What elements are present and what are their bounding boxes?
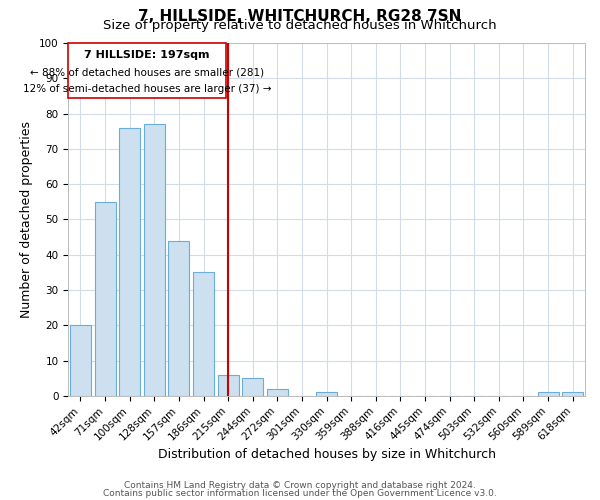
Bar — [538, 392, 559, 396]
FancyBboxPatch shape — [68, 43, 226, 98]
Bar — [119, 128, 140, 396]
Bar — [144, 124, 165, 396]
X-axis label: Distribution of detached houses by size in Whitchurch: Distribution of detached houses by size … — [158, 448, 496, 461]
Text: 12% of semi-detached houses are larger (37) →: 12% of semi-detached houses are larger (… — [23, 84, 271, 94]
Text: Contains public sector information licensed under the Open Government Licence v3: Contains public sector information licen… — [103, 488, 497, 498]
Y-axis label: Number of detached properties: Number of detached properties — [20, 121, 33, 318]
Text: Contains HM Land Registry data © Crown copyright and database right 2024.: Contains HM Land Registry data © Crown c… — [124, 481, 476, 490]
Text: 7 HILLSIDE: 197sqm: 7 HILLSIDE: 197sqm — [85, 50, 210, 60]
Bar — [242, 378, 263, 396]
Bar — [169, 240, 190, 396]
Text: Size of property relative to detached houses in Whitchurch: Size of property relative to detached ho… — [103, 19, 497, 32]
Bar — [267, 389, 288, 396]
Title: 7, HILLSIDE, WHITCHURCH, RG28 7SN: 7, HILLSIDE, WHITCHURCH, RG28 7SN — [0, 499, 1, 500]
Text: ← 88% of detached houses are smaller (281): ← 88% of detached houses are smaller (28… — [30, 68, 264, 78]
Text: 7, HILLSIDE, WHITCHURCH, RG28 7SN: 7, HILLSIDE, WHITCHURCH, RG28 7SN — [139, 9, 461, 24]
Bar — [193, 272, 214, 396]
Bar — [95, 202, 116, 396]
Bar — [218, 374, 239, 396]
Bar — [70, 326, 91, 396]
Bar — [316, 392, 337, 396]
Bar — [562, 392, 583, 396]
